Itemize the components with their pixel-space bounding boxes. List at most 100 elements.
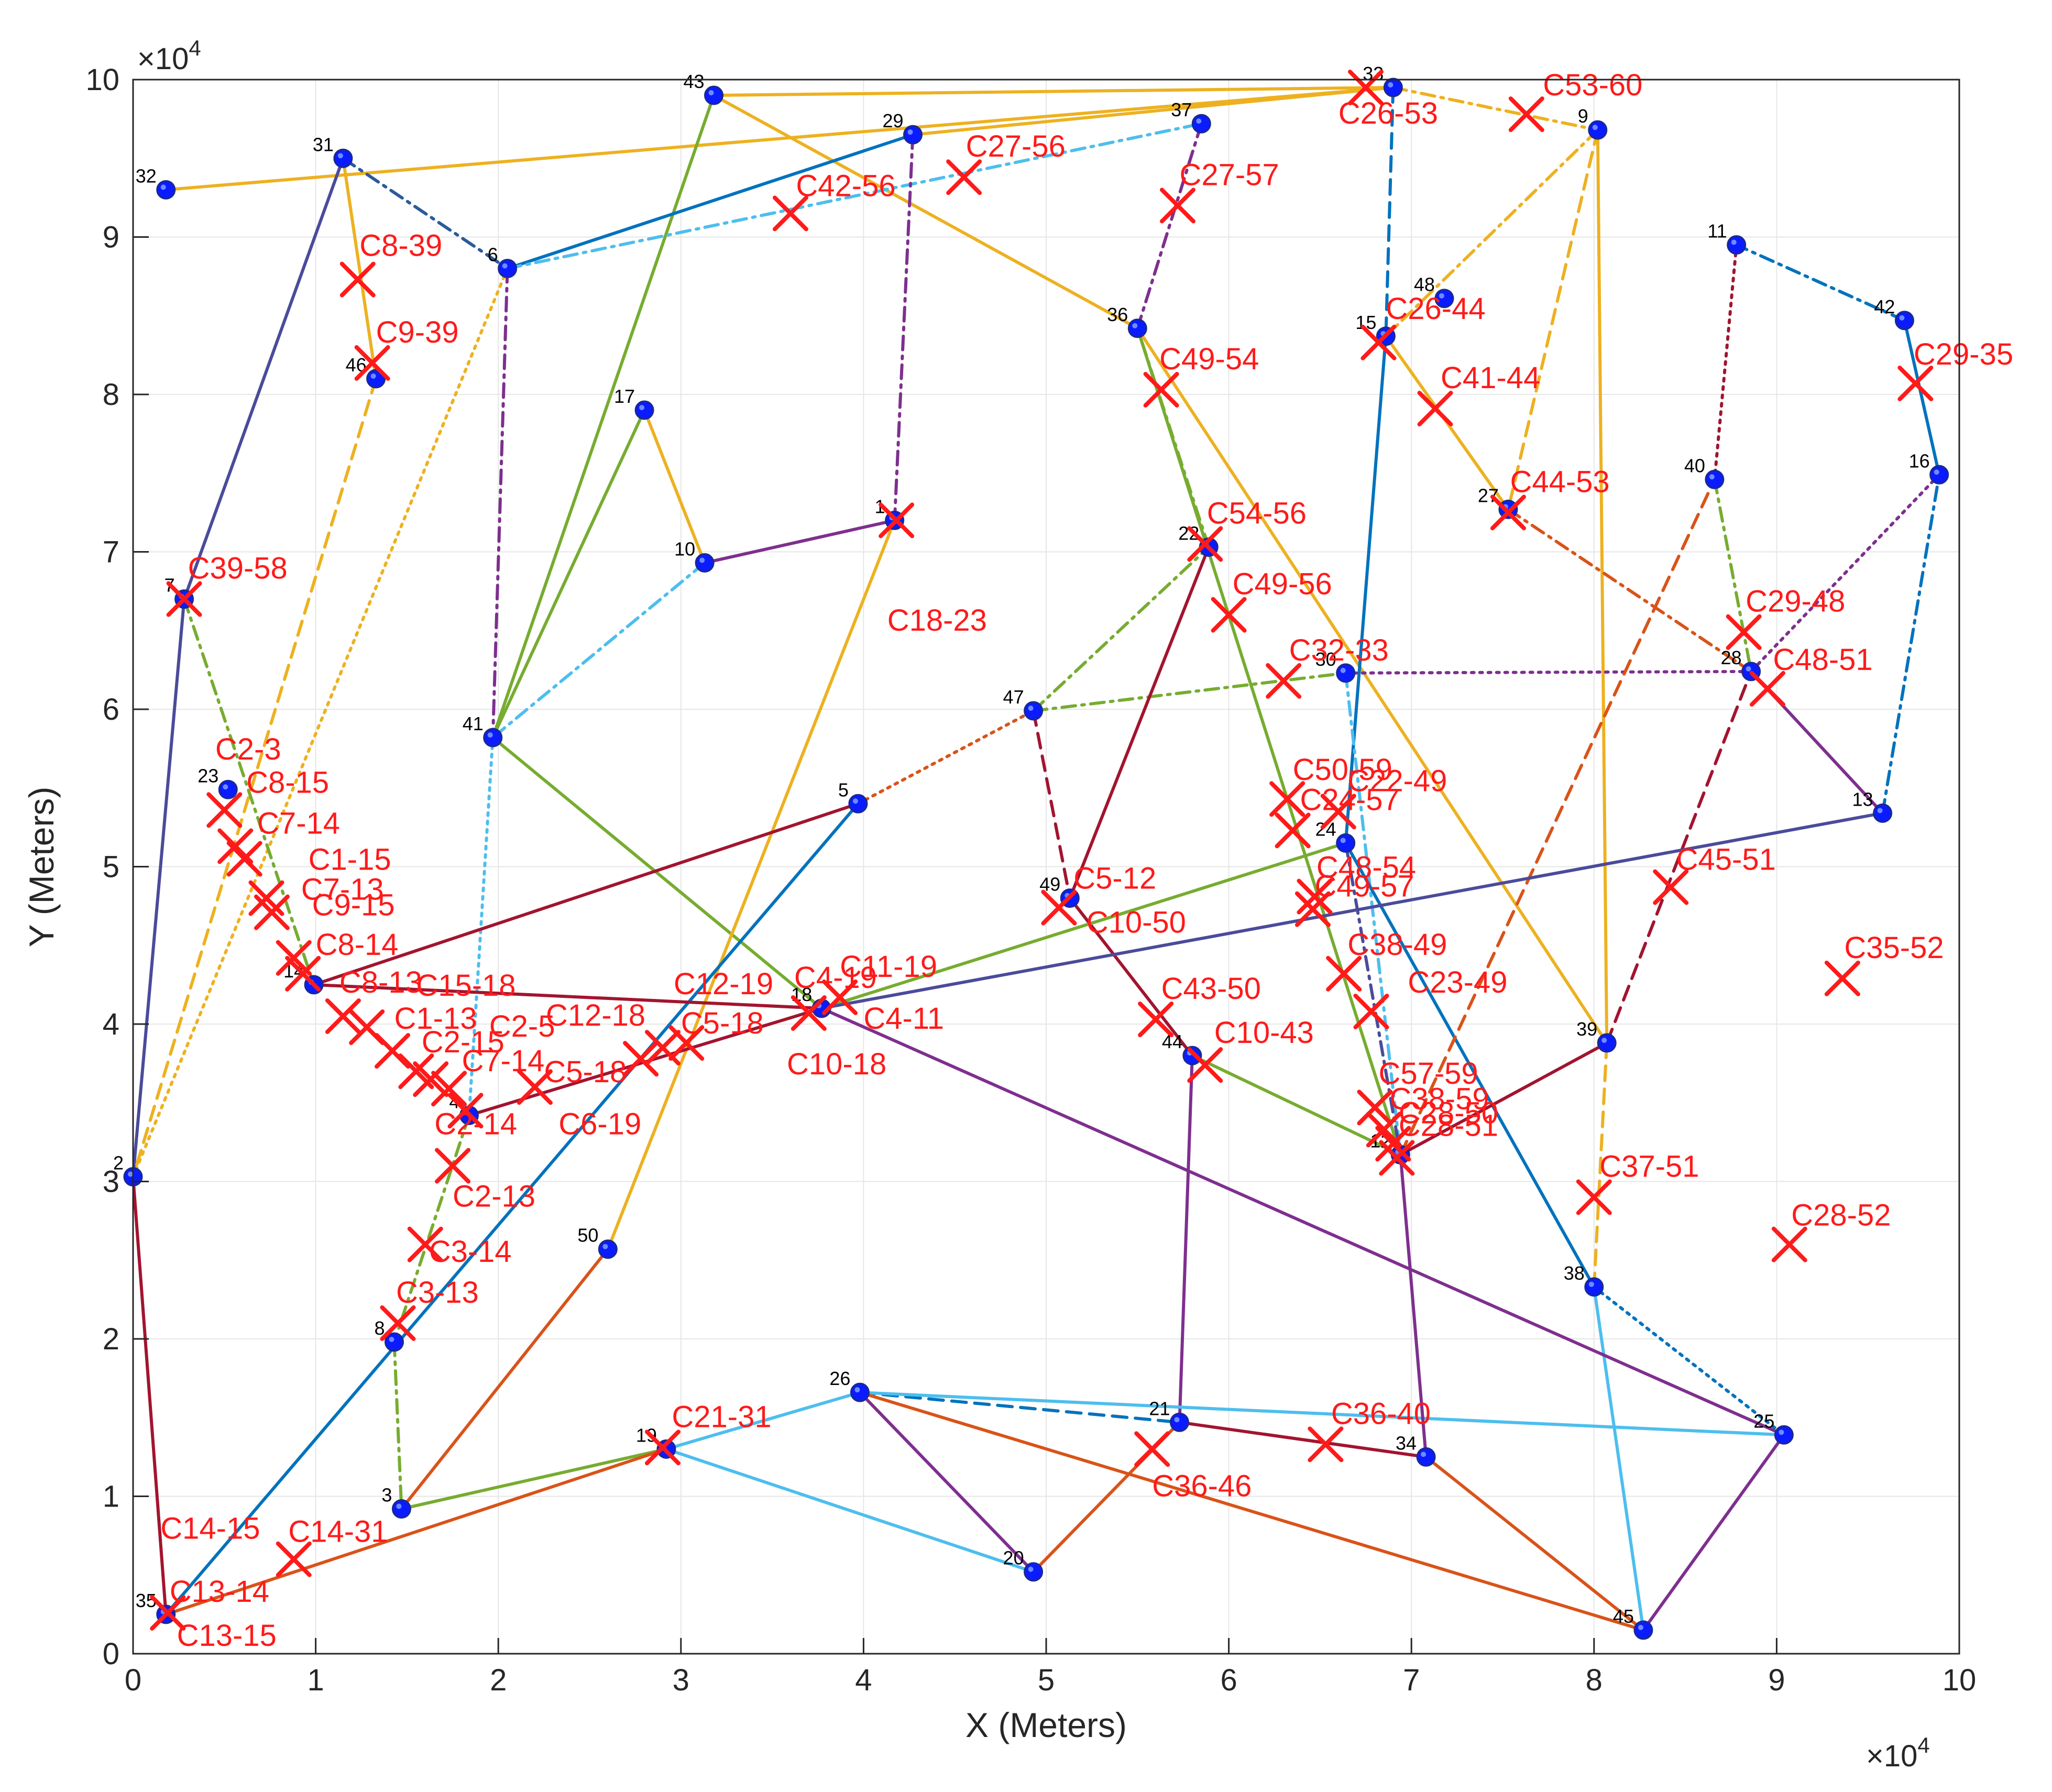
link-26-45 — [858, 1391, 1645, 1632]
collision-marker-C49-54 — [1143, 371, 1179, 408]
collision-marker-C14-31 — [276, 1541, 312, 1577]
node-label: 20 — [1003, 1547, 1024, 1569]
collision-stroke — [1308, 1426, 1344, 1463]
collision-stroke — [431, 1071, 467, 1107]
node-label: 34 — [1396, 1432, 1417, 1454]
node-label: 19 — [636, 1424, 657, 1446]
link-10-41 — [491, 561, 707, 740]
node-5: 5 — [838, 779, 868, 813]
node-11: 11 — [1707, 221, 1747, 255]
collision-marker-C18-23 — [879, 502, 915, 538]
collision-marker-C4-19 — [791, 995, 827, 1031]
x-tick-label: 6 — [1220, 1663, 1237, 1697]
y-axis-label: Y (Meters) — [22, 787, 61, 948]
y-tick-label: 4 — [103, 1007, 119, 1041]
collision-marker-C26-44 — [1360, 324, 1397, 360]
collision-stroke — [1187, 526, 1223, 562]
node-marker — [598, 1239, 618, 1259]
collision-marker-C43-50 — [1138, 1001, 1174, 1037]
collision-marker-C7-14 — [431, 1071, 467, 1107]
collision-marker-C5-13 — [517, 1069, 553, 1105]
link-19-26 — [664, 1391, 862, 1451]
collision-stroke — [1211, 597, 1247, 633]
collision-marker-C23-49 — [1353, 993, 1389, 1029]
node-32: 32 — [136, 165, 176, 200]
collision-label: C48-51 — [1773, 643, 1872, 677]
node-39: 39 — [1576, 1018, 1617, 1053]
collision-marker-C29-35 — [1897, 365, 1934, 401]
node-label: 27 — [1478, 485, 1499, 506]
node-25: 25 — [1753, 1410, 1794, 1445]
link-45-25 — [1641, 1433, 1786, 1632]
link-16-28 — [1749, 473, 1941, 673]
node-highlight — [1899, 315, 1905, 321]
node-marker — [1127, 318, 1147, 338]
node-label: 48 — [1414, 274, 1435, 295]
x-tick-label: 3 — [673, 1663, 689, 1697]
node-label: 41 — [463, 713, 484, 734]
collision-stroke — [1653, 869, 1689, 905]
link-38-25 — [1592, 1285, 1786, 1437]
link-47-30 — [1032, 671, 1347, 713]
collision-label: C32-33 — [1289, 633, 1389, 667]
collision-label: C8-14 — [316, 928, 399, 962]
collision-stroke — [1294, 891, 1331, 927]
collision-label: C36-46 — [1152, 1469, 1252, 1503]
node-label: 45 — [1613, 1606, 1634, 1627]
link-18-13 — [820, 811, 1884, 1010]
y-tick-label: 2 — [103, 1322, 119, 1356]
node-label: 39 — [1576, 1018, 1597, 1040]
collision-stroke — [1297, 878, 1333, 915]
collision-label: C24-57 — [1300, 783, 1400, 817]
node-highlight — [1601, 1038, 1607, 1043]
collision-label: C44-53 — [1510, 465, 1609, 499]
collision-label: C50-59 — [1293, 753, 1392, 787]
link-18-24 — [820, 841, 1347, 1010]
link-33-9 — [1391, 86, 1599, 132]
collision-label: C49-57 — [1314, 870, 1414, 904]
collision-label: C54-56 — [1207, 496, 1307, 530]
collision-stroke — [354, 345, 390, 381]
collision-marker-C11-19 — [822, 979, 858, 1015]
link-lines — [131, 86, 1941, 1632]
collision-stroke — [1134, 1431, 1170, 1467]
collision-label: C14-31 — [288, 1515, 388, 1549]
node-highlight — [639, 405, 645, 411]
collision-label: C38-49 — [1347, 928, 1447, 962]
collision-label: C13-14 — [170, 1575, 269, 1609]
collision-marker-C28-50 — [1375, 1126, 1411, 1162]
node-highlight — [160, 184, 166, 190]
collision-stroke — [1379, 1140, 1415, 1176]
link-33-15 — [1384, 86, 1395, 338]
collision-label: C13-15 — [177, 1619, 277, 1653]
node-marker — [634, 400, 654, 420]
collision-stroke — [772, 195, 808, 232]
link-9-15 — [1384, 128, 1599, 338]
collision-marker-C53-60 — [1508, 96, 1544, 133]
collision-marker-C27-57 — [1159, 188, 1195, 224]
collision-marker-C2-13 — [435, 1148, 471, 1184]
collision-label: C41-44 — [1441, 361, 1540, 395]
node-label: 16 — [1909, 450, 1930, 471]
node-marker — [1024, 1562, 1044, 1582]
node-highlight — [223, 784, 228, 790]
link-26-25 — [858, 1391, 1786, 1437]
y-exponent-base: ×10 — [137, 42, 189, 76]
link-4-8 — [392, 1114, 471, 1344]
collision-marker-C32-33 — [1266, 663, 1302, 699]
collision-stroke — [1275, 812, 1311, 849]
node-42: 42 — [1874, 296, 1914, 331]
node-marker — [1597, 1033, 1617, 1053]
link-47-22 — [1032, 545, 1211, 713]
link-13-16 — [1881, 473, 1941, 815]
link-42-11 — [1735, 243, 1906, 322]
collision-label: C21-31 — [672, 1400, 771, 1434]
node-label: 30 — [1315, 648, 1336, 670]
node-37: 37 — [1171, 99, 1211, 134]
collision-label: C36-40 — [1331, 1397, 1431, 1431]
x-tick-label: 9 — [1768, 1663, 1785, 1697]
node-highlight — [396, 1503, 402, 1509]
link-36-39 — [1136, 326, 1609, 1045]
collision-label: C28-51 — [1399, 1108, 1498, 1142]
node-17: 17 — [614, 386, 654, 420]
